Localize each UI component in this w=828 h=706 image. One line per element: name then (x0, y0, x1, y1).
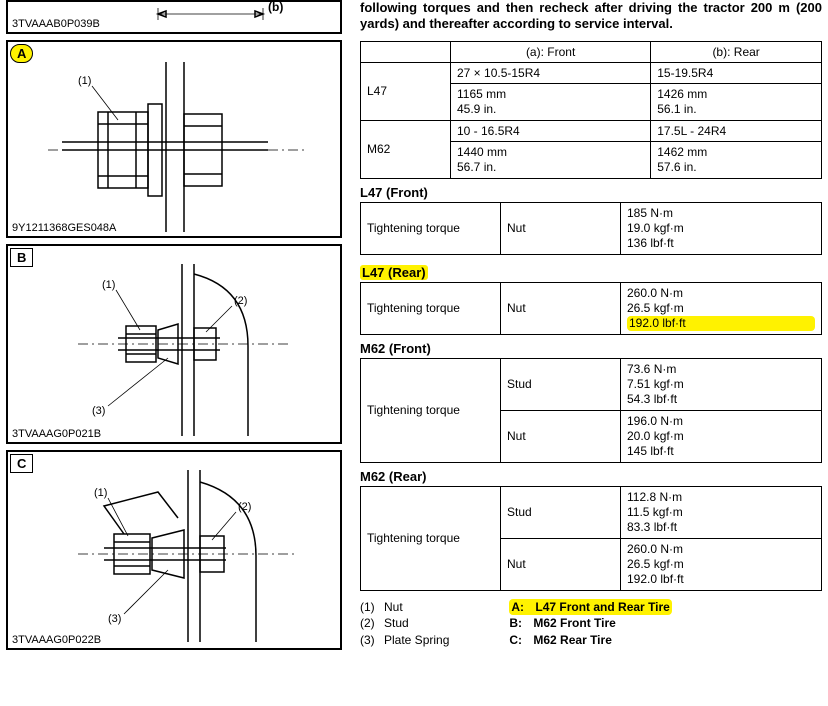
torque-l47-front: Tightening torque Nut 185 N·m19.0 kgf·m1… (360, 202, 822, 255)
tire-size-table: (a): Front (b): Rear L47 27 × 10.5-15R4 … (360, 41, 822, 179)
title-m62-rear: M62 (Rear) (360, 469, 822, 484)
title-m62-front: M62 (Front) (360, 341, 822, 356)
figure-a-letter: A (10, 44, 33, 63)
svg-text:(1): (1) (94, 487, 107, 499)
figure-c: C (1) (6, 450, 342, 650)
torque-m62-front: Tightening torque Stud 73.6 N·m7.51 kgf·… (360, 358, 822, 463)
legend-left: (1)Nut (2)Stud (3)Plate Spring (360, 599, 449, 649)
figures-column: (b) 3TVAAAB0P039B A (6, 0, 342, 656)
model-m62: M62 (361, 120, 451, 178)
figure-c-letter: C (10, 454, 33, 473)
figure-a: A (1) (6, 40, 342, 238)
svg-text:(2): (2) (234, 295, 247, 307)
dim-b-label: (b) (268, 0, 283, 14)
legend: (1)Nut (2)Stud (3)Plate Spring A:L47 Fro… (360, 599, 822, 649)
legend-right: A:L47 Front and Rear Tire B:M62 Front Ti… (509, 599, 671, 649)
col-front: (a): Front (451, 41, 651, 62)
svg-text:(3): (3) (92, 405, 105, 417)
svg-text:(2): (2) (238, 501, 251, 513)
figure-b-code: 3TVAAAG0P021B (12, 428, 101, 440)
intro-text: following torques and then recheck after… (360, 0, 822, 33)
torque-m62-rear: Tightening torque Stud 112.8 N·m11.5 kgf… (360, 486, 822, 591)
model-l47: L47 (361, 62, 451, 120)
data-column: following torques and then recheck after… (360, 0, 822, 656)
title-l47-front: L47 (Front) (360, 185, 822, 200)
svg-text:(3): (3) (108, 613, 121, 625)
torque-l47-rear: Tightening torque Nut 260.0 N·m 26.5 kgf… (360, 282, 822, 335)
title-l47-rear: L47 (Rear) (360, 265, 428, 280)
figure-a-callout-1: (1) (78, 75, 91, 87)
figure-b: B (1) (2) (6, 244, 342, 444)
svg-text:(1): (1) (102, 279, 115, 291)
l47-rear-lbf-highlight: 192.0 lbf·ft (627, 316, 815, 331)
figure-a-code: 9Y1211368GES048A (12, 222, 116, 234)
col-rear: (b): Rear (651, 41, 822, 62)
figure-top-partial: (b) 3TVAAAB0P039B (6, 0, 342, 34)
figure-b-letter: B (10, 248, 33, 267)
figure-top-code: 3TVAAAB0P039B (12, 18, 100, 30)
figure-c-code: 3TVAAAG0P022B (12, 634, 101, 646)
